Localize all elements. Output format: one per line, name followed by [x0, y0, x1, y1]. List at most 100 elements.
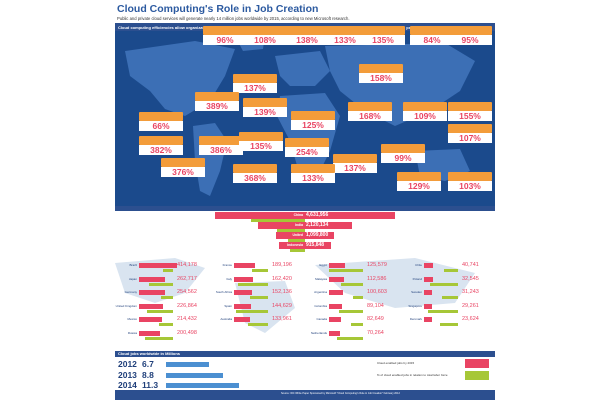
country-row: Spain 144,629 — [210, 303, 305, 317]
legend-swatch-green — [465, 371, 489, 380]
map-callout-value: 368% — [233, 173, 277, 183]
country-pct-bar — [341, 282, 363, 286]
country-jobs-value: 226,864 — [177, 302, 197, 309]
country-name: Russia — [127, 330, 137, 335]
country-jobs-bar — [424, 317, 432, 322]
country-pct-bar — [440, 323, 458, 326]
map-callout-value: 125% — [291, 120, 335, 130]
country-jobs-value: 152,136 — [272, 289, 292, 295]
country-column: Brazil 414,178 Japan 262,717 Germany 254,562 U… — [115, 262, 210, 343]
map-callout: 129% — [397, 172, 441, 191]
map-callout-tag — [233, 74, 277, 83]
country-jobs-value: 70,264 — [367, 329, 384, 336]
map-callout-tag — [195, 92, 239, 101]
map-callout-value: 103% — [448, 181, 492, 191]
map-callout: 108% — [243, 26, 287, 45]
country-name: Japan — [128, 276, 137, 281]
country-name: Netherlands — [310, 330, 327, 335]
country-pct-bar — [248, 323, 268, 326]
map-callout-value: 107% — [448, 133, 492, 143]
map-callout: 382% — [139, 136, 183, 155]
country-name: Chile — [415, 263, 422, 267]
country-name: South Africa — [215, 290, 232, 294]
country-row: Japan 262,717 — [115, 276, 210, 290]
country-jobs-value: 23,624 — [462, 316, 479, 322]
country-jobs-bar — [329, 330, 341, 336]
year-row: 2014 11.3 — [118, 380, 378, 391]
country-pct-bar — [163, 269, 173, 272]
top-country-pct-bar — [289, 249, 305, 252]
top-country-value: 4,631,956 — [306, 212, 329, 218]
country-name: Colombia — [314, 303, 327, 308]
map-callout-value: 133% — [291, 173, 335, 183]
country-jobs-bar — [424, 276, 433, 282]
jobs-chart-title: Cloud jobs worldwide in Millions — [118, 351, 180, 356]
map-callout-value: 99% — [381, 153, 425, 163]
country-row: Mexico 214,432 — [115, 316, 210, 330]
country-pct-bar — [430, 282, 458, 286]
country-row: Chile 40,741 — [400, 262, 495, 276]
country-name: Germany — [124, 290, 137, 294]
map-callout-value: 129% — [397, 181, 441, 191]
country-jobs-value: 100,603 — [367, 289, 387, 295]
country-jobs-bar — [234, 290, 252, 295]
year-bar — [166, 362, 210, 367]
country-row: Russia 200,498 — [115, 330, 210, 344]
country-name: Canada — [316, 317, 327, 321]
country-jobs-bar — [329, 276, 344, 282]
legend-label-pink: Cloud enabled jobs by 2015 — [377, 361, 415, 365]
country-row: Italy 162,420 — [210, 276, 305, 290]
map-callout-value: 109% — [403, 111, 447, 121]
map-callout: 109% — [403, 102, 447, 121]
jobs-band — [115, 351, 495, 357]
map-callout: 168% — [348, 102, 392, 121]
country-row: United Kingdom 226,864 — [115, 303, 210, 317]
footer-band — [115, 390, 495, 400]
country-pct-bar — [442, 296, 458, 299]
map-callout-value: 158% — [359, 73, 403, 83]
country-jobs-value: 29,261 — [462, 302, 479, 309]
country-name: Poland — [412, 276, 422, 281]
country-jobs-value: 40,741 — [462, 262, 479, 268]
lower-map-land — [115, 258, 475, 333]
country-jobs-value: 89,104 — [367, 302, 384, 309]
map-callout-tag — [397, 172, 441, 181]
country-jobs-bar — [424, 290, 433, 295]
country-jobs-bar — [329, 263, 345, 268]
legend-swatch-pink — [465, 359, 489, 368]
map-callout-value: 133% — [323, 35, 367, 45]
top-country-bar — [258, 222, 352, 229]
country-pct-bar — [339, 309, 363, 313]
country-jobs-bar — [139, 317, 162, 322]
map-callout-value: 376% — [161, 167, 205, 177]
country-pct-bar — [444, 269, 458, 272]
legend-item-green: % of cloud enabled jobs in relation to t… — [377, 371, 492, 383]
country-jobs-value: 200,498 — [177, 329, 197, 336]
country-row: Colombia 89,104 — [305, 303, 400, 317]
map-callout: 368% — [233, 164, 277, 183]
map-callout-value: 137% — [233, 83, 277, 93]
country-jobs-value: 144,629 — [272, 302, 292, 309]
country-row: France 189,196 — [210, 262, 305, 276]
country-pct-bar — [351, 323, 363, 326]
country-jobs-value: 214,432 — [177, 316, 197, 322]
map-callout-tag — [410, 26, 454, 35]
country-jobs-value: 32,545 — [462, 275, 479, 282]
map-callout-tag — [333, 154, 377, 163]
top-country-pct-bar — [251, 219, 305, 222]
country-row: Argentina 100,603 — [305, 289, 400, 303]
top-country-value: 915,848 — [306, 242, 325, 248]
country-row: Brazil 414,178 — [115, 262, 210, 276]
map-callout-tag — [381, 144, 425, 153]
country-jobs-bar — [234, 317, 251, 322]
top-country-pct-bar — [277, 229, 305, 232]
map-callout-value: 168% — [348, 111, 392, 121]
top-country-value: 2,120,134 — [306, 222, 329, 228]
country-jobs-value: 189,196 — [272, 262, 292, 268]
map-callout: 137% — [233, 74, 277, 93]
map-callout-value: 382% — [139, 145, 183, 155]
top-country-label: Indonesia — [287, 243, 303, 247]
map-callout-tag — [203, 26, 247, 35]
map-callout-tag — [233, 164, 277, 173]
year-value: 6.7 — [142, 359, 154, 369]
